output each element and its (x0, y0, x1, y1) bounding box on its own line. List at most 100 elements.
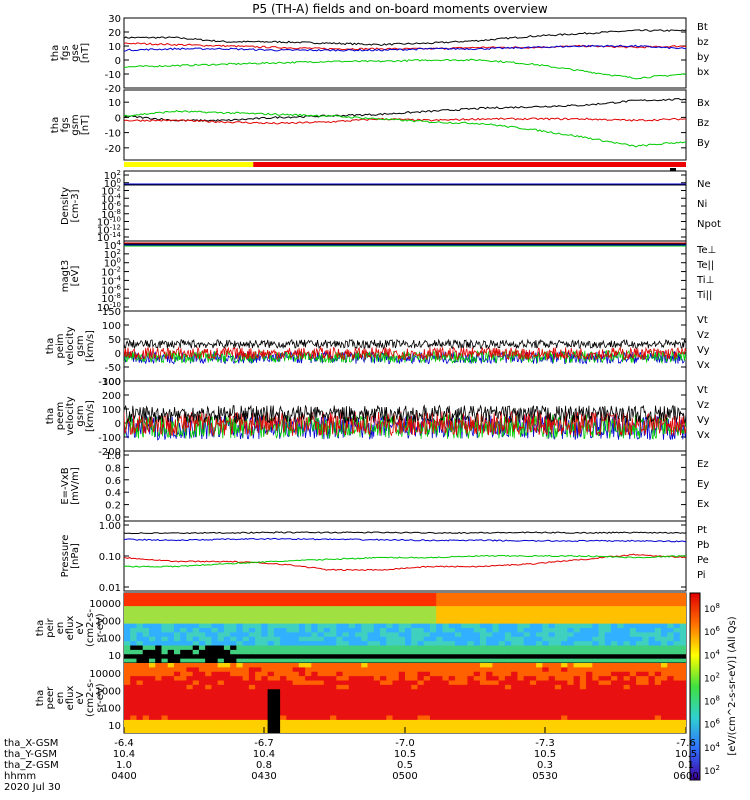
heat-cell (567, 645, 575, 651)
heat-cell (517, 728, 525, 733)
heat-cell (473, 724, 481, 730)
heat-cell (367, 680, 375, 686)
heat-cell (242, 619, 250, 625)
heat-cell (198, 645, 206, 651)
heat-cell (380, 698, 387, 703)
heat-cell (479, 724, 487, 730)
heat-cell (417, 693, 425, 699)
heat-cell (173, 724, 181, 730)
heat-cell (192, 719, 200, 725)
heat-cell (554, 680, 562, 686)
heat-cell (654, 693, 662, 699)
heat-cell (661, 645, 668, 651)
heat-cell (155, 680, 163, 686)
heat-cell (267, 680, 275, 686)
heat-cell (330, 606, 337, 612)
heat-cell (330, 610, 337, 616)
heat-cell (355, 698, 362, 703)
heat-cell (486, 610, 494, 616)
heat-cell (248, 619, 256, 625)
heat-cell (317, 680, 325, 686)
heat-cell (336, 641, 344, 647)
heat-cell (679, 676, 686, 682)
heat-cell (417, 614, 425, 620)
heat-cell (292, 641, 300, 647)
heat-cell (192, 614, 200, 620)
heat-cell (386, 632, 394, 638)
heat-cell (398, 689, 406, 695)
heat-cell (136, 601, 144, 607)
heat-cell (230, 641, 237, 647)
heat-cell (305, 597, 312, 603)
heat-cell (205, 728, 213, 733)
heat-cell (380, 649, 387, 655)
heat-cell (167, 628, 175, 633)
heat-cell (504, 593, 512, 598)
heat-cell (248, 663, 256, 668)
heat-cell (261, 632, 269, 638)
heat-cell (386, 671, 394, 677)
heat-cell (661, 667, 668, 673)
heat-cell (673, 623, 681, 629)
heat-cell (330, 680, 337, 686)
heat-cell (392, 597, 400, 603)
heat-cell (180, 698, 188, 703)
heat-cell (280, 614, 287, 620)
heat-cell (242, 671, 250, 677)
heat-cell (130, 667, 138, 673)
heat-cell (211, 711, 219, 717)
heat-cell (186, 671, 194, 677)
heat-cell (523, 667, 531, 673)
heat-cell (442, 719, 450, 725)
heat-cell (336, 645, 344, 651)
heat-cell (536, 702, 543, 708)
heat-cell (298, 693, 306, 699)
heat-cell (280, 689, 287, 695)
heat-cell (223, 619, 231, 625)
panel-frame (123, 170, 687, 242)
heat-cell (142, 680, 150, 686)
heat-cell (373, 645, 381, 651)
heat-cell (373, 689, 381, 695)
heat-cell (623, 724, 631, 730)
heat-cell (473, 711, 481, 717)
heat-cell (492, 676, 500, 682)
heat-cell (298, 632, 306, 638)
heat-cell (442, 601, 450, 607)
heat-cell (398, 719, 406, 725)
heat-cell (292, 610, 300, 616)
heat-cell (504, 654, 512, 660)
heat-cell (598, 623, 606, 629)
heat-cell (342, 606, 350, 612)
heat-cell (642, 645, 650, 651)
heat-cell (205, 619, 213, 625)
heat-cell (367, 693, 375, 699)
heat-cell (380, 593, 387, 598)
heat-cell (523, 711, 531, 717)
heat-cell (186, 684, 194, 690)
heat-cell (667, 715, 675, 721)
heat-cell (423, 680, 431, 686)
heat-cell (629, 610, 637, 616)
heat-cell (592, 663, 600, 668)
heat-cell (661, 636, 668, 642)
heat-cell (454, 702, 462, 708)
heat-cell (280, 680, 287, 686)
heat-cell (148, 601, 156, 607)
heat-cell (629, 724, 637, 730)
heat-cell (411, 654, 419, 660)
heat-cell (380, 724, 387, 730)
heat-cell (148, 689, 156, 695)
heat-cell (173, 719, 181, 725)
heat-cell (536, 593, 543, 598)
heat-cell (511, 728, 518, 733)
heat-cell (604, 711, 612, 717)
series-group (124, 183, 686, 186)
heat-cell (336, 719, 344, 725)
heat-cell (405, 597, 412, 603)
heat-cell (423, 728, 431, 733)
heat-cell (198, 724, 206, 730)
heat-cell (629, 654, 637, 660)
heat-cell (130, 706, 138, 712)
heat-cell (611, 671, 618, 677)
